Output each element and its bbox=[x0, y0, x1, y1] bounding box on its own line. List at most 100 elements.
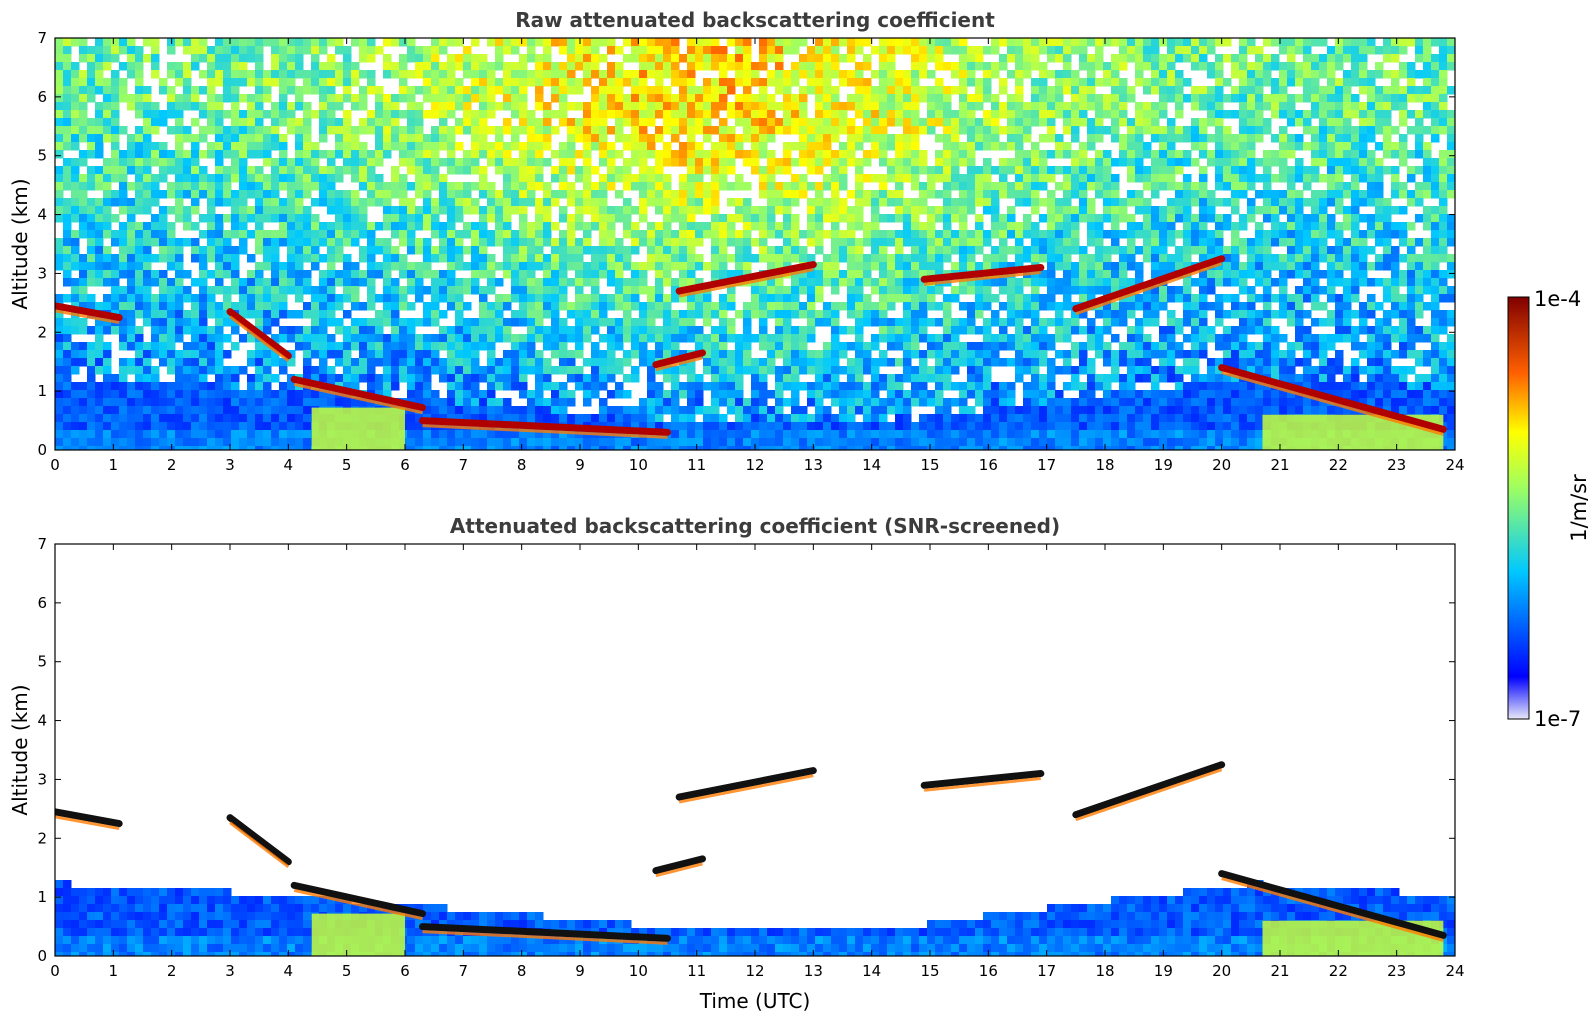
heat-cell bbox=[223, 438, 232, 447]
heat-cell bbox=[703, 86, 712, 95]
heat-cell bbox=[735, 390, 744, 399]
heat-cell bbox=[407, 286, 416, 295]
heat-cell bbox=[167, 246, 176, 255]
heat-cell bbox=[231, 422, 240, 431]
heat-cell bbox=[391, 286, 400, 295]
heat-cell bbox=[327, 286, 336, 295]
heat-cell bbox=[663, 38, 672, 47]
heat-cell bbox=[343, 278, 352, 287]
heat-cell bbox=[463, 70, 472, 79]
heat-cell bbox=[599, 126, 608, 135]
heat-cell bbox=[239, 430, 248, 439]
heat-cell bbox=[911, 198, 920, 207]
heat-cell bbox=[471, 78, 480, 87]
heat-cell bbox=[231, 382, 240, 391]
heat-cell bbox=[727, 126, 736, 135]
heat-cell bbox=[103, 382, 112, 391]
heat-cell bbox=[239, 38, 248, 47]
heat-cell bbox=[103, 342, 112, 351]
heat-cell bbox=[191, 430, 200, 439]
heat-cell bbox=[383, 374, 392, 383]
heat-cell bbox=[815, 230, 824, 239]
heat-cell bbox=[151, 350, 160, 359]
heat-cell bbox=[159, 398, 168, 407]
heat-cell bbox=[439, 38, 448, 47]
heat-cell bbox=[279, 182, 288, 191]
heat-cell bbox=[679, 422, 688, 431]
heat-cell bbox=[263, 70, 272, 79]
heat-cell bbox=[183, 134, 192, 143]
heat-cell bbox=[103, 270, 112, 279]
heat-cell bbox=[471, 142, 480, 151]
heat-cell bbox=[631, 150, 640, 159]
heat-cell bbox=[599, 446, 608, 450]
heat-cell bbox=[551, 446, 560, 450]
heat-cell bbox=[335, 342, 344, 351]
heat-cell bbox=[479, 134, 488, 143]
heat-cell bbox=[655, 406, 664, 415]
heat-cell bbox=[455, 390, 464, 399]
heat-cell bbox=[719, 350, 728, 359]
heat-cell bbox=[471, 366, 480, 375]
heat-cell bbox=[671, 326, 680, 335]
heat-cell bbox=[303, 126, 312, 135]
heat-cell bbox=[247, 446, 256, 450]
heat-cell bbox=[639, 422, 648, 431]
heat-cell bbox=[783, 366, 792, 375]
heat-cell bbox=[295, 294, 304, 303]
heat-cell bbox=[511, 262, 520, 271]
heat-cell bbox=[655, 190, 664, 199]
heat-cell bbox=[407, 382, 416, 391]
heat-cell bbox=[223, 422, 232, 431]
heat-cell bbox=[631, 374, 640, 383]
heat-cell bbox=[639, 38, 648, 47]
heat-cell bbox=[927, 118, 936, 127]
heat-cell bbox=[623, 422, 632, 431]
heat-cell bbox=[519, 182, 528, 191]
heat-cell bbox=[631, 238, 640, 247]
heat-cell bbox=[663, 310, 672, 319]
heat-cell bbox=[951, 214, 960, 223]
heat-cell bbox=[959, 118, 968, 127]
heat-cell bbox=[607, 150, 616, 159]
heat-cell bbox=[295, 414, 304, 423]
heat-cell bbox=[135, 190, 144, 199]
heat-cell bbox=[191, 142, 200, 151]
heat-cell bbox=[911, 126, 920, 135]
heat-cell bbox=[791, 230, 800, 239]
heat-cell bbox=[791, 398, 800, 407]
heat-cell bbox=[447, 158, 456, 167]
heat-cell bbox=[399, 318, 408, 327]
heat-cell bbox=[775, 278, 784, 287]
heat-cell bbox=[631, 286, 640, 295]
heat-cell bbox=[551, 78, 560, 87]
heat-cell bbox=[495, 382, 504, 391]
heat-cell bbox=[87, 374, 96, 383]
heat-cell bbox=[191, 374, 200, 383]
heat-cell bbox=[511, 438, 520, 447]
heat-cell bbox=[775, 286, 784, 295]
heat-cell bbox=[639, 118, 648, 127]
heat-cell bbox=[103, 390, 112, 399]
heat-cell bbox=[239, 214, 248, 223]
heat-cell bbox=[207, 182, 216, 191]
heat-cell bbox=[535, 430, 544, 439]
heat-cell bbox=[727, 158, 736, 167]
heat-cell bbox=[943, 174, 952, 183]
heat-cell bbox=[55, 150, 64, 159]
heat-cell bbox=[335, 398, 344, 407]
heat-cell bbox=[55, 166, 64, 175]
heat-cell bbox=[511, 366, 520, 375]
heat-cell bbox=[199, 70, 208, 79]
heat-cell bbox=[631, 302, 640, 311]
heat-cell bbox=[175, 190, 184, 199]
heat-cell bbox=[663, 326, 672, 335]
heat-cell bbox=[359, 302, 368, 311]
heat-cell bbox=[399, 350, 408, 359]
heat-cell bbox=[639, 54, 648, 63]
heat-cell bbox=[623, 318, 632, 327]
heat-cell bbox=[815, 78, 824, 87]
heat-cell bbox=[551, 262, 560, 271]
heat-cell bbox=[447, 62, 456, 71]
heat-cell bbox=[559, 414, 568, 423]
